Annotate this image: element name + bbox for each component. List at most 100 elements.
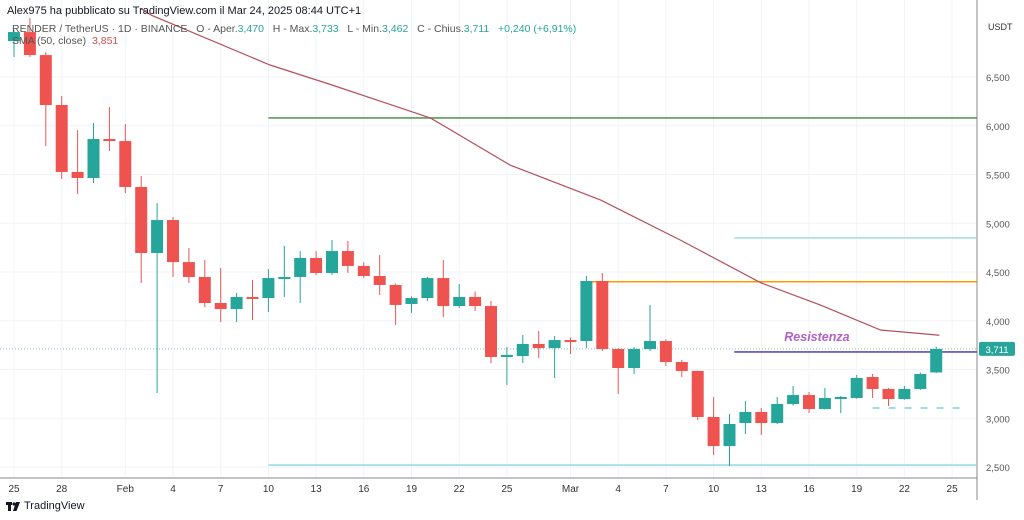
candle bbox=[182, 248, 195, 284]
candle bbox=[675, 359, 688, 378]
candle bbox=[278, 245, 291, 297]
candle bbox=[516, 334, 529, 363]
candle-body bbox=[532, 343, 545, 349]
sma-line bbox=[140, 8, 940, 336]
candle-body bbox=[214, 303, 227, 310]
candle-body bbox=[71, 171, 84, 179]
candle-body bbox=[882, 389, 895, 400]
candle-body bbox=[548, 340, 561, 349]
x-tick-label: 25 bbox=[947, 484, 959, 495]
candle-body bbox=[87, 139, 100, 179]
last-price-tag bbox=[979, 341, 1015, 356]
candle-body bbox=[755, 412, 768, 424]
candle bbox=[103, 107, 116, 152]
candle bbox=[771, 396, 784, 425]
y-tick-label: 4,500 bbox=[986, 268, 1010, 279]
candle bbox=[723, 413, 736, 467]
x-tick-label: 19 bbox=[406, 484, 418, 495]
candle-body bbox=[182, 262, 195, 277]
candle bbox=[532, 330, 545, 358]
candle-body bbox=[326, 251, 338, 273]
candle-body bbox=[39, 55, 52, 105]
close-value: 3,711 bbox=[463, 23, 490, 35]
candle-body bbox=[930, 348, 943, 373]
candle-body bbox=[119, 141, 132, 187]
candle bbox=[612, 348, 625, 394]
footer-brand[interactable]: TradingView bbox=[6, 500, 85, 512]
candle bbox=[930, 346, 943, 374]
sma-legend[interactable]: SMA (50, close) 3,851 bbox=[12, 35, 118, 47]
x-tick-label: 28 bbox=[56, 484, 68, 495]
y-tick-label: 6,000 bbox=[986, 122, 1010, 133]
candle-body bbox=[787, 395, 800, 405]
low-value: 3,462 bbox=[382, 23, 409, 35]
candle-body bbox=[850, 377, 863, 398]
y-tick-label: 3,500 bbox=[986, 366, 1010, 377]
candle bbox=[739, 400, 752, 435]
plot-area bbox=[0, 8, 977, 467]
x-tick-label: 25 bbox=[501, 484, 513, 495]
x-tick-label: Feb bbox=[117, 484, 135, 495]
last-price-label: 3,711 bbox=[985, 345, 1008, 356]
candle bbox=[691, 370, 704, 421]
candle-body bbox=[485, 306, 497, 358]
symbol-legend: RENDER / TetherUS · 1D · BINANCE O - Ape… bbox=[12, 23, 576, 35]
candle-body bbox=[500, 354, 513, 358]
candle-body bbox=[803, 395, 815, 409]
candle bbox=[167, 217, 179, 277]
x-tick-label: 22 bbox=[899, 484, 911, 495]
candle bbox=[326, 240, 338, 276]
candle-body bbox=[389, 284, 402, 305]
candle-body bbox=[659, 341, 672, 362]
x-tick-label: 13 bbox=[756, 484, 768, 495]
symbol-title[interactable]: RENDER / TetherUS · 1D · BINANCE bbox=[12, 23, 188, 35]
candle-body bbox=[262, 278, 275, 299]
candle-body bbox=[230, 296, 243, 310]
candle bbox=[866, 373, 879, 398]
candle bbox=[628, 347, 641, 374]
candle-body bbox=[516, 343, 529, 357]
high-label: H - Max. bbox=[272, 23, 313, 35]
candle-body bbox=[707, 416, 720, 447]
candle bbox=[310, 251, 323, 276]
candle bbox=[882, 388, 895, 406]
candle bbox=[389, 283, 402, 326]
x-tick-label: Mar bbox=[562, 484, 580, 495]
candle-body bbox=[723, 424, 736, 447]
candle-body bbox=[818, 397, 831, 409]
candle-body bbox=[914, 373, 927, 389]
high-value: 3,733 bbox=[312, 23, 339, 35]
candle bbox=[55, 96, 68, 179]
candle bbox=[580, 275, 593, 349]
candle-body bbox=[198, 276, 211, 304]
candle bbox=[119, 123, 132, 194]
candle bbox=[914, 372, 927, 390]
candle-body bbox=[341, 251, 354, 266]
candle bbox=[850, 374, 863, 399]
candle bbox=[230, 292, 243, 323]
candle bbox=[8, 30, 20, 58]
y-tick-label: 6,500 bbox=[986, 73, 1010, 84]
candle bbox=[564, 337, 577, 354]
candle bbox=[644, 304, 656, 351]
candle bbox=[262, 268, 275, 312]
low-label: L - Min. bbox=[347, 23, 383, 35]
candle bbox=[373, 255, 386, 296]
candle bbox=[500, 346, 513, 386]
candle-body bbox=[373, 275, 386, 285]
candle bbox=[659, 339, 672, 366]
candle-body bbox=[834, 396, 847, 399]
candle-body bbox=[866, 377, 879, 389]
x-tick-label: 10 bbox=[263, 484, 275, 495]
candle-body bbox=[675, 361, 688, 371]
brand-name: TradingView bbox=[24, 500, 85, 512]
candle bbox=[437, 260, 450, 318]
candle bbox=[87, 123, 100, 183]
candle bbox=[71, 130, 84, 194]
candle-body bbox=[644, 341, 656, 350]
candle bbox=[469, 291, 482, 311]
candle-body bbox=[437, 278, 450, 307]
candle bbox=[135, 175, 148, 284]
candle-body bbox=[421, 278, 434, 299]
